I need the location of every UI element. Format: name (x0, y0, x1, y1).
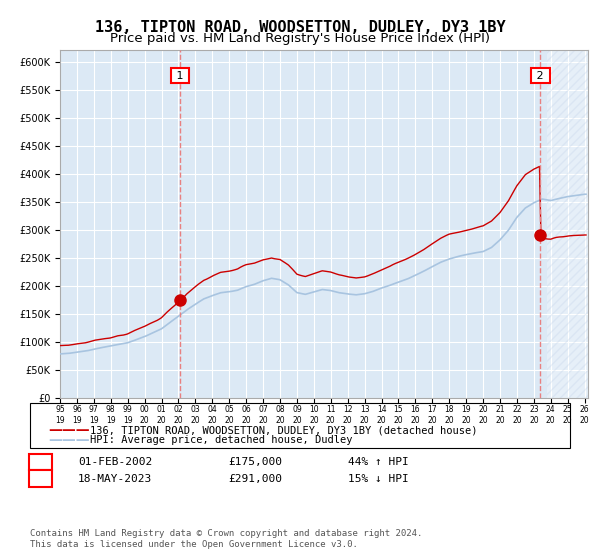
Text: 1: 1 (37, 457, 44, 467)
Text: 136, TIPTON ROAD, WOODSETTON, DUDLEY, DY3 1BY (detached house): 136, TIPTON ROAD, WOODSETTON, DUDLEY, DY… (90, 425, 478, 435)
Text: ———: ——— (48, 423, 89, 437)
Text: 15% ↓ HPI: 15% ↓ HPI (348, 474, 409, 484)
Text: 44% ↑ HPI: 44% ↑ HPI (348, 457, 409, 467)
Text: HPI: Average price, detached house, Dudley: HPI: Average price, detached house, Dudl… (90, 435, 353, 445)
Text: 2: 2 (533, 71, 547, 81)
Text: 1: 1 (173, 71, 187, 81)
Text: 18-MAY-2023: 18-MAY-2023 (78, 474, 152, 484)
Text: Price paid vs. HM Land Registry's House Price Index (HPI): Price paid vs. HM Land Registry's House … (110, 32, 490, 45)
Text: 2: 2 (37, 474, 44, 484)
Text: ———: ——— (48, 432, 89, 447)
Text: £291,000: £291,000 (228, 474, 282, 484)
Text: 01-FEB-2002: 01-FEB-2002 (78, 457, 152, 467)
Text: 136, TIPTON ROAD, WOODSETTON, DUDLEY, DY3 1BY: 136, TIPTON ROAD, WOODSETTON, DUDLEY, DY… (95, 20, 505, 35)
Text: £175,000: £175,000 (228, 457, 282, 467)
Bar (547, 50, 588, 398)
Text: Contains HM Land Registry data © Crown copyright and database right 2024.
This d: Contains HM Land Registry data © Crown c… (30, 529, 422, 549)
